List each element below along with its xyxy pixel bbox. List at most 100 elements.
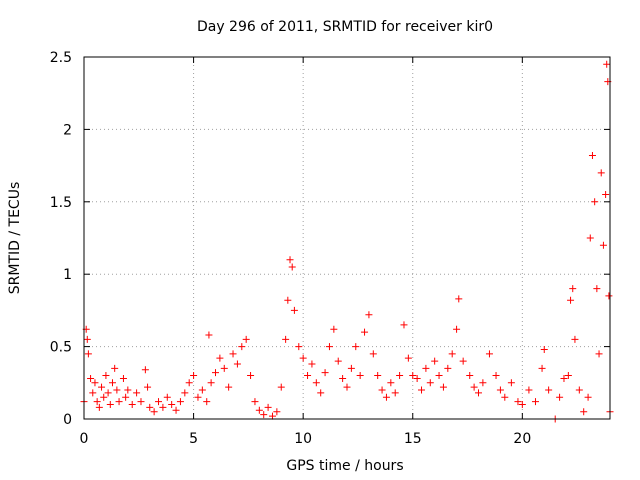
x-tick-label: 0 [80,431,89,447]
data-point [588,151,596,159]
data-point [225,383,233,391]
data-point [501,393,509,401]
data-point [299,354,307,362]
data-point [87,374,95,382]
data-point [111,364,119,372]
data-point [89,389,97,397]
data-point [308,360,316,368]
data-point [567,296,575,304]
data-point [168,401,176,409]
data-point [603,60,611,68]
data-point [98,383,106,391]
data-point [159,403,167,411]
data-point [334,357,342,365]
data-point [277,383,285,391]
data-point [229,350,237,358]
data-point [317,389,325,397]
y-tick-label: 0 [63,412,72,428]
data-point [431,357,439,365]
data-point [290,306,298,314]
x-tick-label: 20 [513,431,531,447]
data-point [190,372,198,380]
data-point [492,372,500,380]
data-point [93,398,101,406]
data-point [100,393,108,401]
y-tick-label: 2 [63,122,72,138]
data-point [418,386,426,394]
data-point [485,350,493,358]
data-point [95,403,103,411]
data-point [448,350,456,358]
data-point [212,369,219,377]
data-point [133,389,141,397]
y-tick-label: 0.5 [50,340,72,356]
data-point [605,292,613,300]
data-point [564,372,572,380]
data-point [84,350,92,358]
data-point [205,331,213,339]
x-tick-label: 10 [294,431,312,447]
data-point [586,234,594,242]
data-point [426,379,434,387]
data-point [422,364,430,372]
data-point [339,374,347,382]
data-point [571,335,579,343]
data-point [525,386,533,394]
data-point [382,393,390,401]
data-point [387,379,395,387]
data-point [247,372,255,380]
data-point [144,383,152,391]
data-point [356,372,364,380]
data-point [556,393,564,401]
data-point [194,393,202,401]
data-point [233,360,241,368]
data-point [352,343,360,351]
axis-ticks [83,56,610,420]
data-point [514,398,522,406]
data-point [545,386,553,394]
data-point [255,406,263,414]
data-point [400,321,408,329]
data-point [203,398,211,406]
data-point [584,393,592,401]
data-point [104,389,112,397]
data-point [369,350,377,358]
data-point [91,379,99,387]
data-point [238,343,246,351]
data-point [591,198,599,206]
x-tick-label: 15 [404,431,422,447]
data-point [150,408,158,416]
data-point [496,386,504,394]
plot-frame [83,56,611,420]
data-point [119,374,127,382]
data-point [288,263,296,271]
data-point [459,357,467,365]
data-point [580,408,588,416]
data-point [128,401,136,409]
data-point [268,412,276,420]
data-point [146,403,154,411]
data-point [391,389,399,397]
data-point [273,408,281,416]
x-axis-title: GPS time / hours [286,458,403,474]
data-point [115,398,123,406]
data-point [597,169,605,177]
data-point [113,386,121,394]
data-point [282,335,290,343]
data-point [453,325,461,333]
data-point [531,398,539,406]
data-point [295,343,303,351]
y-tick-label: 1.5 [50,195,72,211]
data-point [260,411,268,419]
data-point [286,256,294,264]
data-point [404,354,412,362]
data-point [325,343,333,351]
data-point [264,403,272,411]
data-point [106,401,114,409]
data-point [185,379,193,387]
data-point [251,398,259,406]
data-points [80,60,614,423]
data-point [455,295,463,303]
data-point [593,285,601,293]
